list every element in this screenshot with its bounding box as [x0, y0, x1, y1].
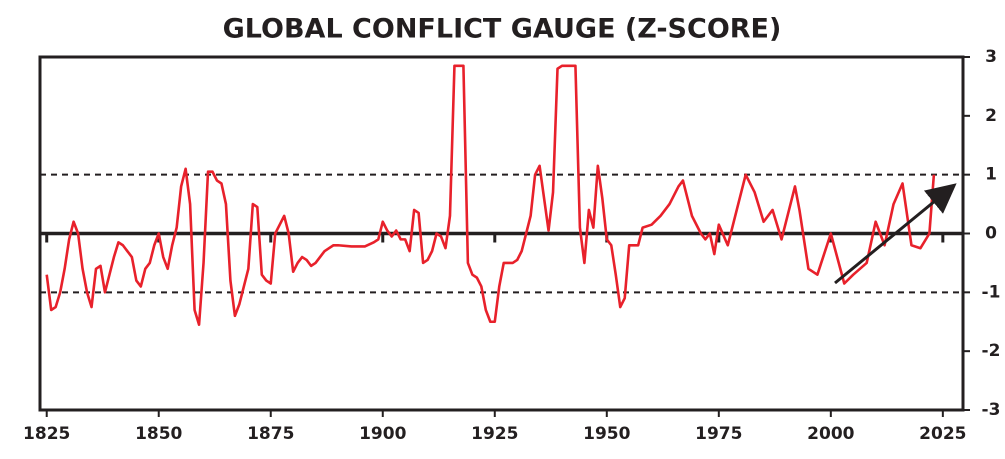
x-tick-label: 2025 — [919, 424, 966, 444]
x-tick-label: 1925 — [471, 424, 518, 444]
x-tick-label: 1975 — [695, 424, 742, 444]
y-tick-label: -1 — [982, 282, 1001, 302]
x-tick-label: 1850 — [135, 424, 182, 444]
trend-arrow — [834, 183, 957, 285]
y-tick-label: 1 — [985, 165, 997, 185]
x-tick-label: 2000 — [807, 424, 854, 444]
data-line — [45, 64, 936, 326]
chart-title: GLOBAL CONFLICT GAUGE (Z-SCORE) — [223, 14, 782, 45]
y-tick-label: 0 — [985, 224, 997, 244]
x-tick-label: 1900 — [359, 424, 406, 444]
y-tick-label: 2 — [985, 106, 997, 126]
x-tick-label: 1825 — [23, 424, 70, 444]
x-tick-label: 1950 — [583, 424, 630, 444]
y-tick-label: -2 — [982, 341, 1001, 361]
y-tick-label: 3 — [985, 47, 997, 67]
y-tick-label: -3 — [982, 400, 1001, 420]
x-tick-label: 1875 — [247, 424, 294, 444]
